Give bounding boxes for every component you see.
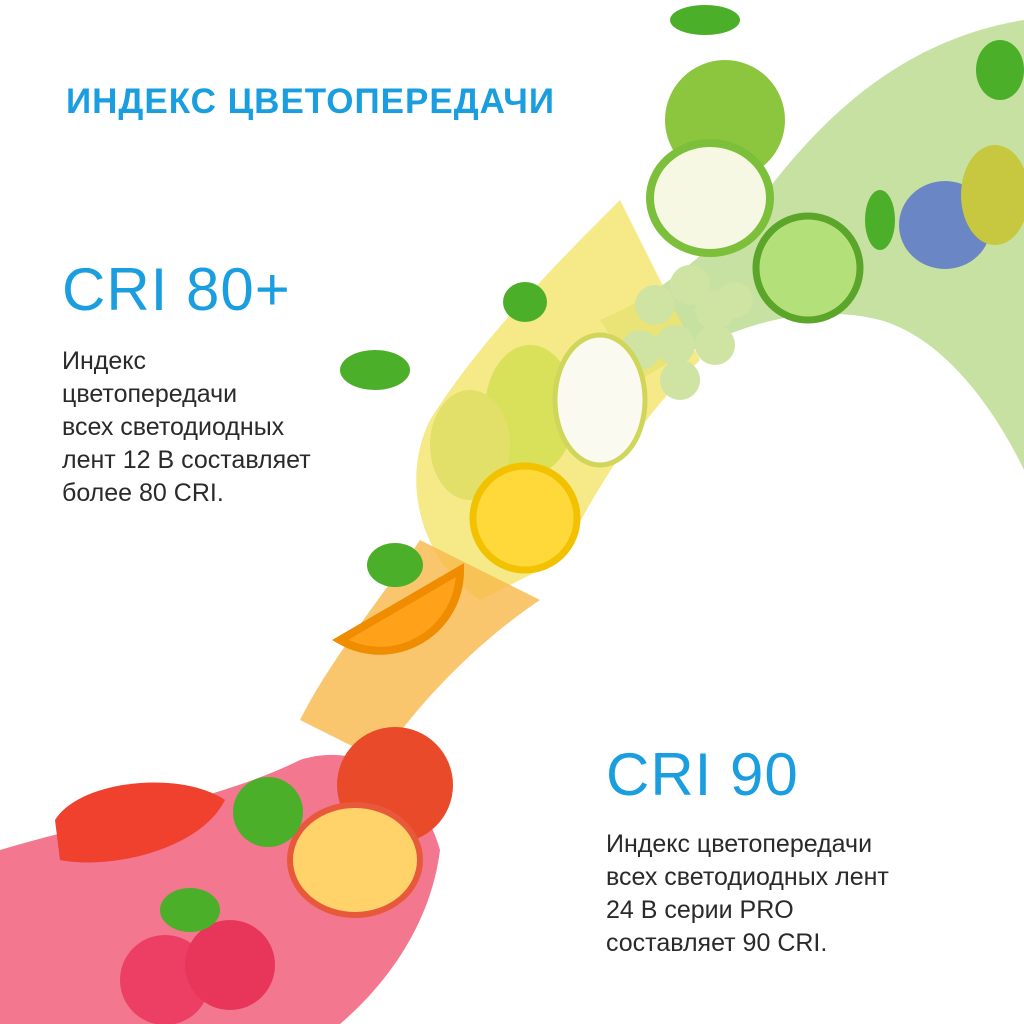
desc-line: цветопередачи <box>62 380 238 408</box>
cri-80-heading: CRI 80+ <box>62 256 291 323</box>
cri-90-description: Индекс цветопередачи всех светодиодных л… <box>606 828 889 960</box>
desc-line: составляет 90 CRI. <box>606 929 828 957</box>
grapes <box>620 265 753 400</box>
raspberry-2 <box>185 920 275 1010</box>
strawberry <box>55 782 225 863</box>
cri-90-heading: CRI 90 <box>606 741 799 808</box>
leaves <box>160 5 1024 932</box>
pear-2 <box>430 390 510 500</box>
desc-line: всех светодиодных лент <box>606 863 889 891</box>
desc-line: лент 12 В составляет <box>62 446 311 474</box>
desc-line: 24 В серии PRO <box>606 896 794 924</box>
desc-line: более 80 CRI. <box>62 479 224 507</box>
pear-half <box>552 332 648 468</box>
lime <box>752 212 864 324</box>
juice-splash-orange <box>300 540 540 760</box>
peach-half <box>287 802 423 918</box>
lemon <box>469 462 581 574</box>
plum-half <box>961 145 1024 245</box>
cri-80-description: Индекс цветопередачи всех светодиодных л… <box>62 345 311 510</box>
desc-line: всех светодиодных <box>62 413 285 441</box>
apple-half <box>646 139 774 257</box>
orange-slice <box>332 563 465 655</box>
desc-line: Индекс <box>62 347 146 375</box>
desc-line: Индекс цветопередачи <box>606 830 873 858</box>
page-title: ИНДЕКС ЦВЕТОПЕРЕДАЧИ <box>66 82 556 121</box>
